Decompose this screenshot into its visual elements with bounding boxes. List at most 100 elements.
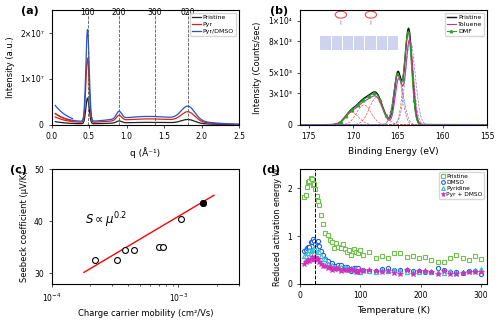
Pyr/DMSO — [170, 115, 175, 119]
Text: 300: 300 — [148, 8, 162, 17]
DMF — [405, 30, 411, 34]
Text: (b): (b) — [270, 6, 287, 16]
Toluene — [374, 95, 380, 98]
Line: DMF: DMF — [298, 31, 488, 126]
Pyr + DMSO — [360, 269, 366, 273]
Bar — [320, 37, 330, 50]
Pyr/DMSO — [236, 122, 242, 126]
Toluene — [399, 83, 405, 87]
Pyr + DMSO — [331, 267, 337, 271]
Pyr/DMSO — [211, 121, 217, 125]
Text: (c): (c) — [10, 165, 27, 175]
Toluene — [436, 123, 442, 127]
Bar — [354, 37, 364, 50]
DMSO — [460, 271, 466, 275]
Pristine — [441, 260, 447, 264]
Line: Pristine: Pristine — [56, 98, 239, 124]
DMSO — [331, 264, 337, 268]
Y-axis label: Intensity (a.u.): Intensity (a.u.) — [6, 37, 15, 98]
Pristine — [478, 257, 484, 261]
DMSO — [306, 245, 312, 249]
Pyr/DMSO — [84, 28, 90, 32]
DMSO — [344, 265, 350, 269]
Toluene — [484, 123, 490, 127]
Pristine — [436, 123, 442, 127]
Pyridine — [350, 268, 356, 272]
Text: (d): (d) — [262, 165, 280, 175]
Pristine — [344, 250, 350, 254]
DMF — [296, 123, 302, 127]
Pyridine — [306, 248, 312, 252]
Y-axis label: Reduced activation energy W: Reduced activation energy W — [272, 168, 281, 286]
Pyridine — [478, 267, 484, 271]
Pyr/DMSO — [52, 112, 59, 116]
Pyr + DMSO — [372, 269, 378, 273]
Pyr — [170, 117, 175, 121]
DMF — [436, 123, 442, 127]
Pristine — [164, 121, 170, 124]
DMSO — [310, 237, 316, 241]
Text: $S \propto \mu^{0.2}$: $S \propto \mu^{0.2}$ — [86, 210, 128, 230]
Pristine — [451, 123, 457, 127]
X-axis label: Binding Energy (eV): Binding Energy (eV) — [348, 147, 438, 156]
Pristine — [159, 121, 165, 124]
Line: Pyridine: Pyridine — [302, 246, 483, 275]
Pyridine — [311, 246, 317, 250]
X-axis label: Charge carrier mobility (cm²/Vs): Charge carrier mobility (cm²/Vs) — [78, 309, 213, 318]
Pristine — [52, 120, 59, 123]
DMF — [358, 99, 364, 103]
Line: Pyr/DMSO: Pyr/DMSO — [56, 30, 239, 124]
Pristine — [406, 26, 411, 30]
Pyr + DMSO — [308, 255, 314, 259]
Pristine — [358, 98, 364, 102]
Text: (a): (a) — [22, 6, 39, 16]
Pristine — [192, 119, 198, 123]
DMSO — [360, 268, 366, 272]
Pyr — [192, 114, 198, 118]
Point — [114, 258, 122, 263]
Pyr/DMSO — [159, 115, 165, 119]
Line: Toluene: Toluene — [300, 40, 487, 125]
Pyridine — [372, 271, 378, 274]
Pyr + DMSO — [478, 270, 484, 273]
Toluene — [296, 123, 302, 127]
DMSO — [302, 249, 308, 253]
DMF — [484, 123, 490, 127]
Pristine — [372, 256, 378, 260]
Text: 020: 020 — [181, 8, 196, 17]
Pyr + DMSO — [350, 268, 356, 272]
Pristine — [350, 247, 356, 250]
Pristine — [308, 176, 314, 180]
Point — [177, 216, 185, 221]
Point — [121, 248, 129, 253]
Line: Pyr: Pyr — [56, 58, 239, 124]
Pyr + DMSO — [344, 268, 350, 272]
Pristine — [306, 179, 312, 183]
Line: Pristine: Pristine — [302, 176, 484, 264]
Pristine — [211, 122, 217, 126]
Toluene — [342, 115, 348, 119]
Pyr — [164, 118, 170, 122]
DMSO — [372, 269, 378, 272]
Pristine — [374, 91, 380, 95]
Pyr/DMSO — [164, 115, 170, 119]
X-axis label: Temperature (K): Temperature (K) — [357, 306, 430, 315]
DMSO — [478, 272, 484, 276]
Point — [155, 245, 163, 250]
Pristine — [170, 121, 175, 124]
Point — [130, 248, 138, 253]
X-axis label: q (Å⁻¹): q (Å⁻¹) — [130, 147, 160, 158]
Point — [198, 201, 206, 206]
Pyr — [64, 119, 70, 122]
Point — [160, 245, 168, 250]
Pristine — [236, 122, 242, 126]
Line: Pristine: Pristine — [300, 28, 487, 125]
Pyridine — [302, 254, 308, 258]
Pristine — [399, 78, 405, 82]
Pyr — [236, 122, 242, 126]
Pristine — [484, 123, 490, 127]
DMF — [399, 80, 405, 84]
Toluene — [406, 38, 412, 42]
Y-axis label: Seebeck coefficient (μV/K): Seebeck coefficient (μV/K) — [20, 171, 28, 282]
DMF — [451, 123, 457, 127]
